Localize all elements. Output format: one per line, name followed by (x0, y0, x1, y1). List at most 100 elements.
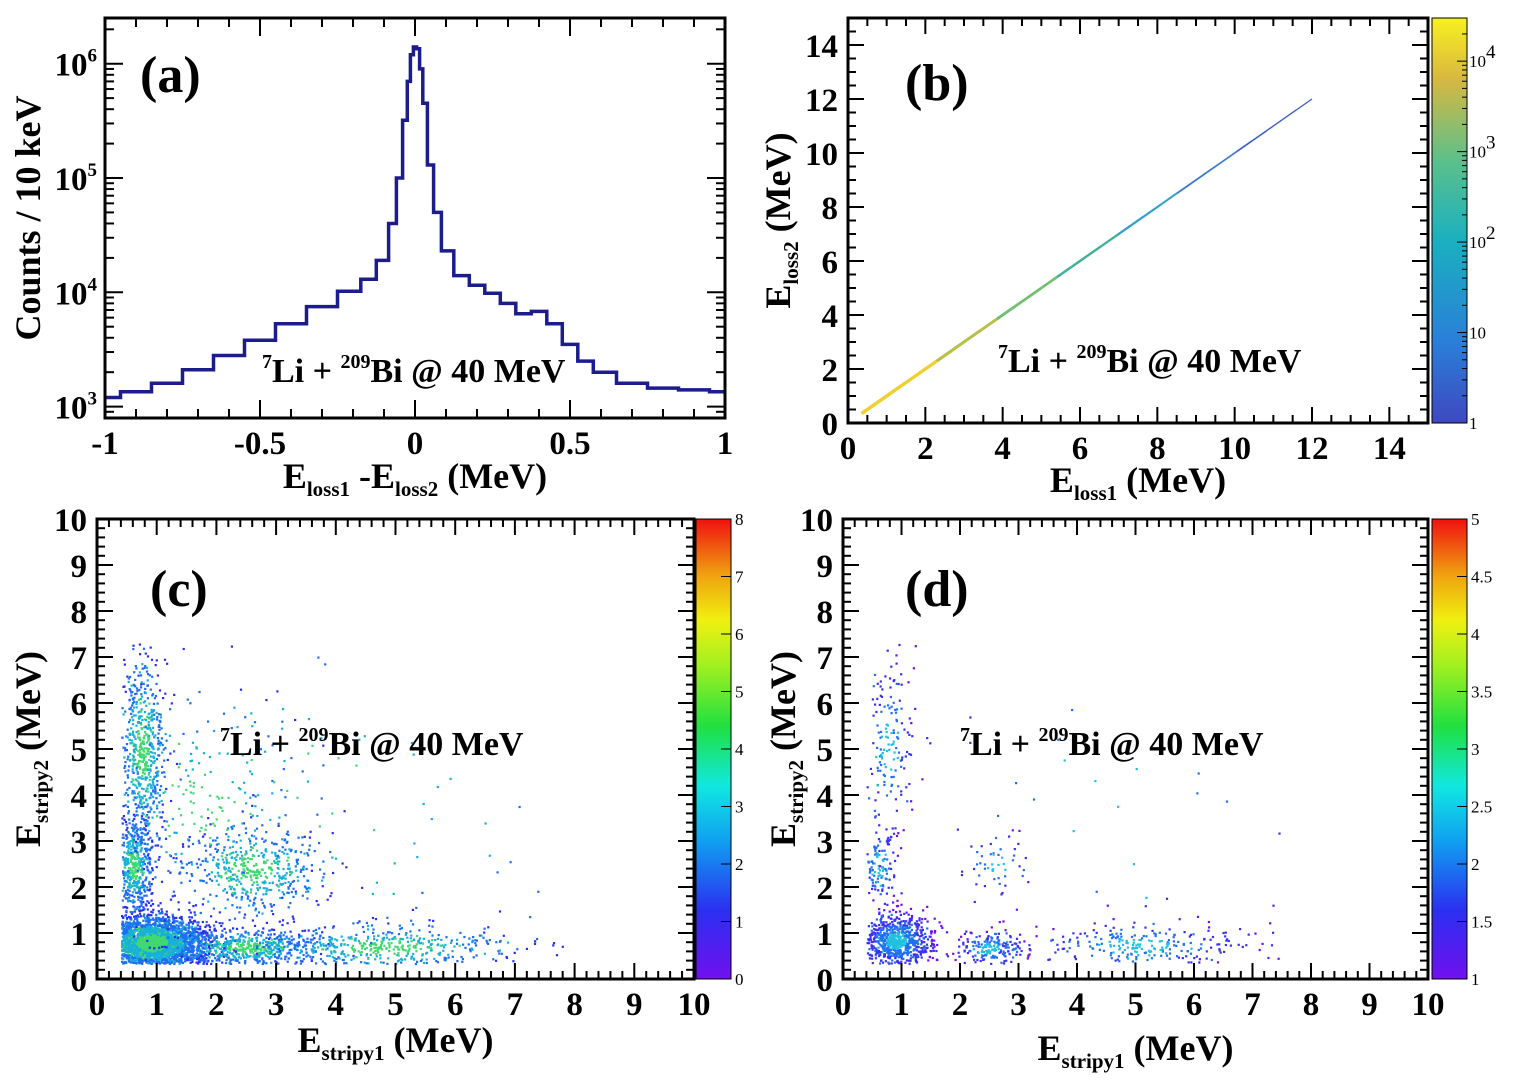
data-point (256, 955, 259, 958)
data-point (137, 730, 140, 733)
data-point (126, 893, 129, 896)
data-point (204, 930, 207, 933)
data-point (137, 950, 140, 953)
panel-b: 0 2 4 6 8 10 12 1402468101214110102103104(b)7Li… (758, 16, 1496, 505)
data-point (276, 944, 279, 948)
data-point (155, 946, 158, 949)
data-point (192, 955, 195, 958)
data-point (193, 934, 196, 937)
data-point (201, 903, 204, 906)
colorbar-exponent: 4 (1486, 42, 1496, 63)
data-point (153, 945, 157, 948)
data-point (270, 951, 273, 954)
data-point (124, 761, 127, 764)
data-point (121, 954, 124, 957)
data-point (167, 918, 171, 922)
data-point (286, 859, 289, 862)
data-point (141, 944, 144, 947)
data-point (230, 856, 234, 859)
data-point (200, 956, 203, 959)
data-point (209, 845, 212, 848)
data-point (122, 871, 125, 875)
data-point (146, 947, 149, 950)
data-point (168, 939, 171, 942)
data-point (134, 747, 137, 750)
data-point (235, 841, 238, 844)
data-point (139, 944, 142, 947)
data-point (255, 827, 259, 830)
data-point (146, 784, 149, 787)
data-point (223, 888, 226, 891)
data-point (178, 930, 181, 933)
data-point (150, 743, 154, 746)
data-point (138, 857, 141, 860)
data-point (150, 760, 153, 763)
data-point (152, 778, 155, 781)
data-point (245, 954, 249, 957)
data-point (337, 956, 340, 959)
data-point (146, 954, 149, 958)
data-point (264, 871, 267, 875)
data-point (135, 925, 138, 928)
data-point (137, 938, 140, 941)
data-point (121, 817, 124, 820)
data-point (287, 891, 290, 895)
data-point (152, 755, 155, 758)
data-point (187, 924, 190, 927)
data-point (181, 935, 185, 938)
data-point (137, 960, 141, 963)
data-point (153, 717, 156, 720)
data-point (126, 937, 129, 940)
data-point (187, 943, 190, 946)
data-point (131, 939, 134, 942)
data-point (138, 791, 141, 794)
data-point (165, 942, 168, 945)
data-point (189, 911, 192, 914)
data-point (204, 941, 207, 944)
data-point (140, 715, 143, 718)
data-point (142, 749, 145, 752)
data-point (151, 869, 154, 872)
data-point (263, 853, 266, 856)
annotation-sup-209: 209 (341, 351, 371, 373)
data-point (291, 915, 294, 918)
data-point (130, 930, 134, 933)
data-point (131, 863, 134, 866)
data-point (145, 926, 148, 929)
data-point (165, 787, 168, 791)
data-point (140, 891, 143, 895)
data-point (156, 960, 159, 964)
data-point (203, 960, 206, 964)
data-point (275, 843, 278, 846)
y-tick-exponent: 6 (88, 46, 98, 67)
data-point (203, 935, 206, 939)
data-point (163, 938, 166, 941)
colorbar-label: 103 (1469, 133, 1496, 162)
data-point (139, 877, 142, 880)
data-point (184, 932, 187, 935)
data-point (128, 889, 131, 892)
data-point (193, 911, 196, 914)
data-point (174, 954, 177, 957)
data-point (133, 836, 136, 839)
data-point (143, 956, 147, 959)
data-point (189, 937, 192, 940)
data-point (253, 855, 256, 858)
data-point (132, 841, 135, 844)
x-tick-label: 2 (917, 431, 934, 467)
data-point (160, 918, 163, 921)
data-point (143, 755, 146, 758)
x-tick-label: 8 (1149, 431, 1166, 467)
data-point (159, 716, 163, 719)
data-point (149, 775, 152, 778)
data-point (151, 718, 154, 721)
data-point (125, 743, 129, 746)
data-point (182, 934, 185, 937)
data-point (134, 831, 137, 834)
data-point (295, 858, 298, 861)
data-point (249, 891, 252, 894)
data-point (138, 860, 141, 863)
data-point (313, 942, 317, 945)
data-point (235, 858, 238, 862)
data-point (203, 833, 206, 836)
